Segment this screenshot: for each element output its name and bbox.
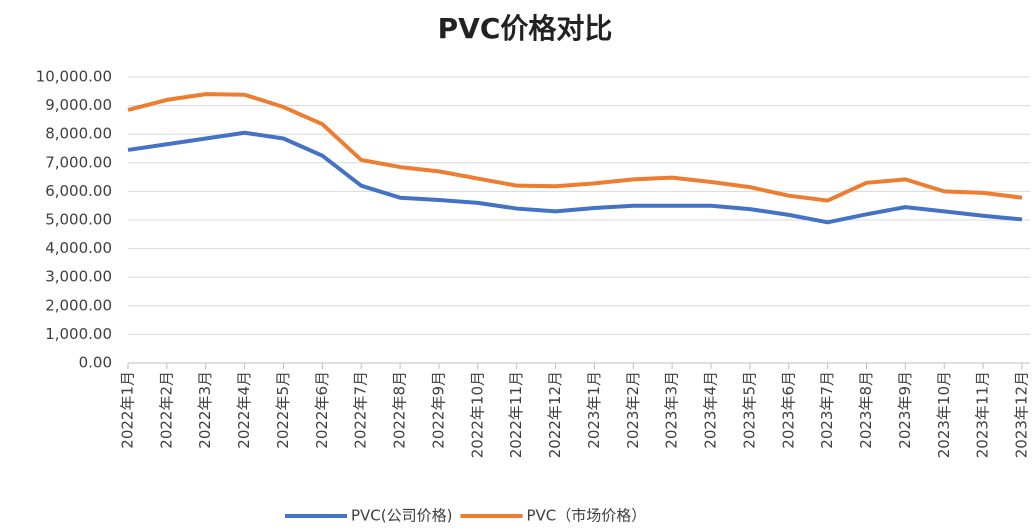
y-tick-label: 10,000.00 [36,68,112,86]
x-tick-label: 2023年4月 [702,371,720,449]
x-tick-label: 2022年4月 [235,371,253,449]
x-tick-label: 2022年3月 [196,371,214,449]
y-tick-label: 2,000.00 [45,296,112,314]
x-tick-label: 2023年8月 [857,371,875,449]
x-tick-label: 2023年11月 [974,371,992,458]
x-tick-label: 2023年10月 [935,371,953,458]
line-series [127,92,1023,203]
y-tick-label: 6,000.00 [45,182,112,200]
line-series [127,130,1023,225]
x-tick-label: 2022年2月 [157,371,175,449]
x-tick-label: 2022年8月 [391,371,409,449]
y-tick-label: 3,000.00 [45,268,112,286]
y-tick-label: 7,000.00 [45,153,112,171]
x-tick-label: 2023年3月 [663,371,681,449]
x-tick-label: 2022年11月 [507,371,525,458]
x-tick-label: 2022年5月 [274,371,292,449]
y-tick-label: 1,000.00 [45,325,112,343]
x-tick-label: 2022年10月 [468,371,486,458]
x-tick-label: 2023年5月 [740,371,758,449]
y-tick-label: 5,000.00 [45,211,112,229]
y-tick-label: 8,000.00 [45,125,112,143]
x-tick-label: 2023年1月 [585,371,603,449]
chart-title: PVC价格对比 [438,12,613,45]
legend-label: PVC(公司价格) [351,507,453,525]
x-tick-label: 2023年6月 [779,371,797,449]
x-tick-label: 2022年1月 [119,371,137,449]
y-tick-label: 0.00 [79,354,112,372]
x-tick-label: 2023年12月 [1013,371,1031,458]
x-tick-label: 2023年2月 [624,371,642,449]
x-tick-label: 2023年9月 [896,371,914,449]
legend-label: PVC（市场价格） [527,507,647,525]
y-tick-label: 4,000.00 [45,239,112,257]
y-tick-label: 9,000.00 [45,96,112,114]
x-tick-label: 2022年7月 [352,371,370,449]
x-tick-label: 2023年7月 [818,371,836,449]
x-tick-label: 2022年9月 [429,371,447,449]
x-tick-label: 2022年6月 [313,371,331,449]
x-tick-label: 2022年12月 [546,371,564,458]
